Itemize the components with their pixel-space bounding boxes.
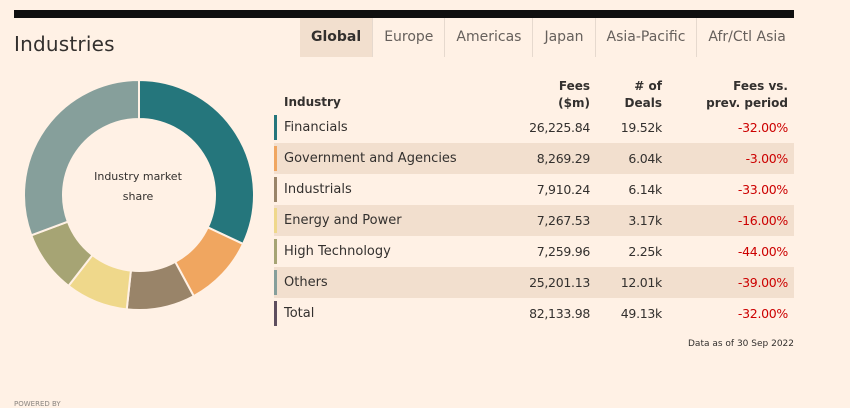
fees-value: 8,269.29 <box>536 151 591 166</box>
change-value: -32.00% <box>737 306 788 321</box>
donut-slice-financials[interactable] <box>138 78 255 246</box>
industry-donut-chart <box>23 78 255 311</box>
industry-name: Government and Agencies <box>284 151 457 166</box>
tab-americas[interactable]: Americas <box>444 18 532 57</box>
fees-value: 26,225.84 <box>529 120 590 135</box>
row-color-swatch <box>274 115 277 140</box>
deals-value: 12.01k <box>620 275 663 290</box>
top-rule <box>14 10 794 18</box>
fees-value: 7,910.24 <box>536 182 591 197</box>
section-title: Industries <box>14 32 115 56</box>
tab-global[interactable]: Global <box>300 18 373 57</box>
change-value: -3.00% <box>745 151 789 166</box>
row-color-swatch <box>274 239 277 264</box>
header-deals: # of Deals <box>624 79 662 110</box>
table-row: Total 82,133.98 49.13k -32.00% <box>274 298 794 329</box>
change-value: -33.00% <box>737 182 788 197</box>
fees-value: 7,267.53 <box>536 213 591 228</box>
table-row: Government and Agencies 8,269.29 6.04k -3.0… <box>274 143 794 174</box>
tab-europe[interactable]: Europe <box>372 18 444 57</box>
tab-japan[interactable]: Japan <box>532 18 594 57</box>
powered-by-footer: POWERED BY <box>14 400 61 408</box>
row-color-swatch <box>274 177 277 202</box>
fees-value: 7,259.96 <box>536 244 591 259</box>
region-tabs: Global Europe Americas Japan Asia-Pacific Afr… <box>300 18 797 57</box>
tab-asia-pacific[interactable]: Asia-Pacific <box>594 18 697 57</box>
table-row: Others 25,201.13 12.01k -39.00% <box>274 267 794 298</box>
data-date-note: Data as of 30 Sep 2022 <box>688 339 794 349</box>
change-value: -32.00% <box>737 120 788 135</box>
table-row: Energy and Power 7,267.53 3.17k -16.00% <box>274 205 794 236</box>
fees-value: 82,133.98 <box>529 306 590 321</box>
tab-afr-ctl-asia[interactable]: Afr/Ctl Asia <box>696 18 796 57</box>
donut-slice-others[interactable] <box>23 78 140 237</box>
fees-value: 25,201.13 <box>529 275 590 290</box>
industry-name: Industrials <box>284 182 352 197</box>
industry-name: High Technology <box>284 244 391 259</box>
deals-value: 49.13k <box>620 306 663 321</box>
row-color-swatch <box>274 301 277 326</box>
change-value: -39.00% <box>737 275 788 290</box>
header-industry: Industry <box>284 95 341 109</box>
change-value: -44.00% <box>737 244 788 259</box>
industry-name: Energy and Power <box>284 213 402 228</box>
donut-center-label: Industry market share <box>94 170 182 203</box>
table-header: Industry Fees ($m) # of Deals Fees vs. p… <box>274 64 794 112</box>
header-change: Fees vs. prev. period <box>706 79 788 110</box>
industry-name: Financials <box>284 120 348 135</box>
deals-value: 6.04k <box>628 151 662 166</box>
row-color-swatch <box>274 146 277 171</box>
header-fees: Fees ($m) <box>558 79 590 110</box>
table-row: Industrials 7,910.24 6.14k -33.00% <box>274 174 794 205</box>
table-row: Financials 26,225.84 19.52k -32.00% <box>274 112 794 143</box>
deals-value: 3.17k <box>628 213 662 228</box>
table-body: Financials 26,225.84 19.52k -32.00% Governme… <box>274 112 794 329</box>
deals-value: 2.25k <box>628 244 662 259</box>
table-row: High Technology 7,259.96 2.25k -44.00% <box>274 236 794 267</box>
change-value: -16.00% <box>737 213 788 228</box>
deals-value: 6.14k <box>628 182 662 197</box>
industries-table: Industry Fees ($m) # of Deals Fees vs. p… <box>274 64 794 329</box>
row-color-swatch <box>274 208 277 233</box>
industry-name: Total <box>284 306 315 321</box>
row-color-swatch <box>274 270 277 295</box>
deals-value: 19.52k <box>620 120 663 135</box>
industry-name: Others <box>284 275 328 290</box>
